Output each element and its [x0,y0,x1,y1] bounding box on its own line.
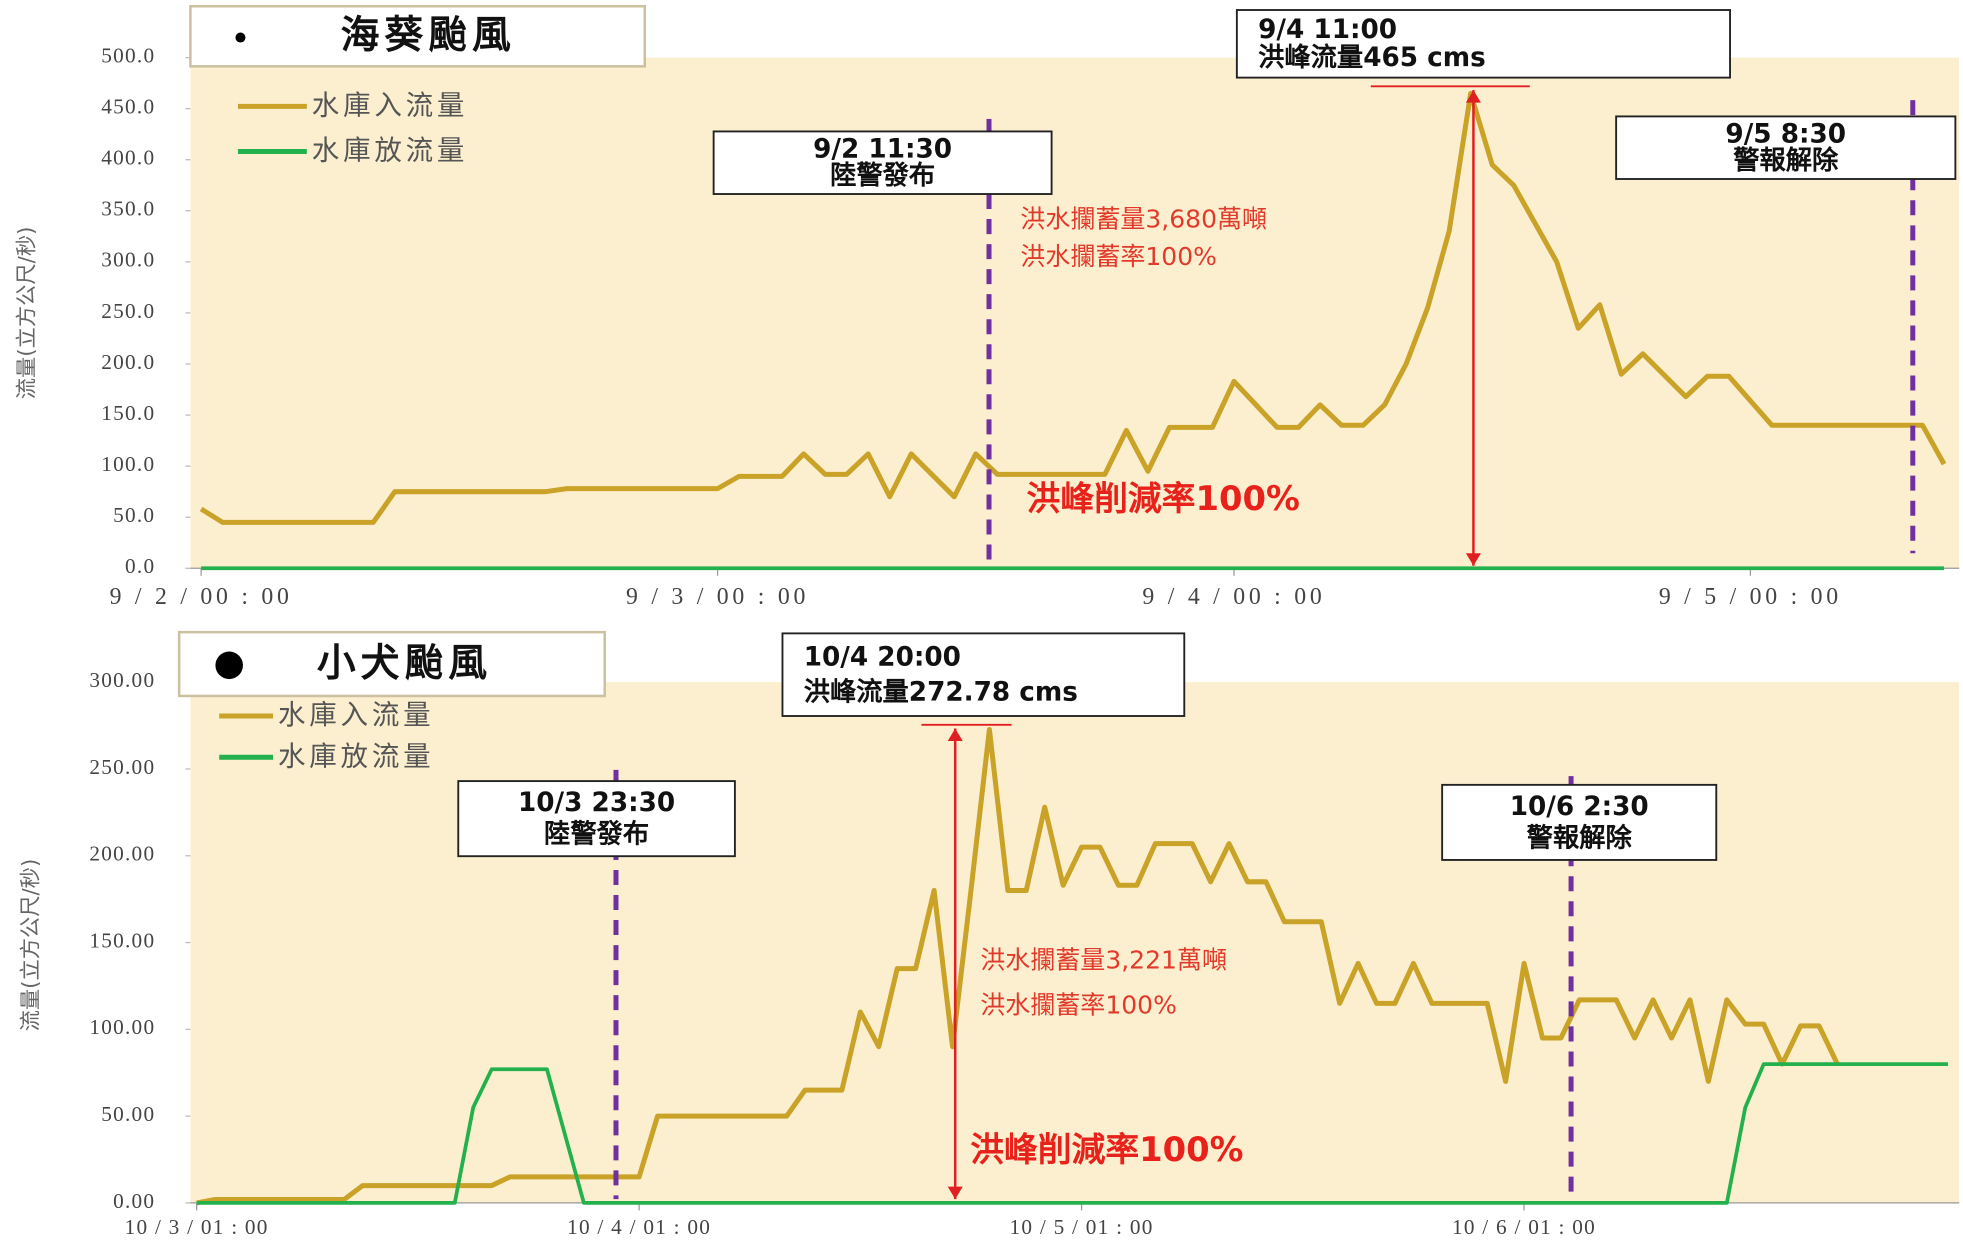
y-tick-label: 300.00 [89,668,155,692]
red-annotation: 洪水攔蓄量3,680萬噸 [1020,204,1267,233]
title-bullet [235,32,246,43]
y-tick-label: 0.00 [113,1189,155,1213]
title-box [177,630,606,698]
x-tick-label: 10 / 3 / 01 : 00 [125,1215,269,1239]
x-tick-label: 10 / 6 / 01 : 00 [1452,1215,1596,1239]
annotation-text: 陸警發布 [544,819,649,850]
annotation-text: 9/2 11:30 [813,135,952,165]
annotation-text: 洪峰流量272.78 cms [804,677,1078,707]
legend-label: 水庫放流量 [312,134,468,166]
red-annotation: 洪水攔蓄率100% [980,990,1177,1019]
title-bullet [215,651,243,680]
plot-area [190,682,1960,1203]
annotation-text: 陸警發布 [830,160,935,191]
x-tick-label: 10 / 4 / 01 : 00 [567,1215,711,1239]
y-tick-label: 100.00 [89,1015,155,1039]
y-tick-label: 200.00 [89,842,155,866]
y-tick-label: 150.00 [89,928,155,952]
y-tick-label: 50.0 [113,503,155,527]
title-box [189,5,647,68]
chart-title: 海葵颱風 [341,13,516,58]
annotation-box [781,632,1186,717]
red-annotation: 洪水攔蓄量3,221萬噸 [980,945,1227,974]
x-tick-label: 9 / 2 / 00 : 00 [110,584,293,610]
x-tick-label: 9 / 3 / 00 : 00 [626,584,809,610]
series-line [196,1062,1949,1205]
x-tick-label: 10 / 5 / 01 : 00 [1010,1215,1154,1239]
annotation-text: 10/4 20:00 [804,643,961,673]
annotation-text: 9/5 8:30 [1725,120,1846,150]
annotation-text: 10/3 23:30 [518,788,675,818]
y-tick-label: 50.00 [101,1102,155,1126]
annotation-text: 9/4 11:00 [1258,15,1397,45]
red-annotation: 洪水攔蓄率100% [1020,242,1217,271]
annotation-text: 警報解除 [1733,145,1839,176]
annotation-box [457,780,736,858]
y-tick-label: 200.0 [101,350,155,374]
y-axis-label: 流量(立方公尺/秒) [15,227,40,400]
y-tick-label: 300.0 [101,248,155,272]
annotation-text: 洪峰流量465 cms [1258,43,1486,73]
y-tick-label: 250.00 [89,755,155,779]
legend-label: 水庫入流量 [278,699,434,731]
chart-title: 小犬颱風 [317,641,492,686]
red-annotation: 洪峰削減率100% [1027,479,1300,518]
legend-label: 水庫入流量 [312,89,468,121]
x-tick-label: 9 / 4 / 00 : 00 [1142,584,1325,610]
y-tick-label: 400.0 [101,146,155,170]
red-annotation: 洪峰削減率100% [970,1130,1243,1169]
y-tick-label: 350.0 [101,197,155,221]
series-line [196,726,1840,1206]
y-tick-label: 100.0 [101,452,155,476]
x-tick-label: 9 / 5 / 00 : 00 [1659,584,1842,610]
annotation-box [712,130,1053,195]
y-tick-label: 450.0 [101,95,155,119]
annotation-box [1235,9,1731,79]
y-tick-label: 0.0 [125,554,155,578]
y-tick-label: 250.0 [101,299,155,323]
annotation-box [1441,783,1718,861]
series-line [199,90,1947,525]
legend-label: 水庫放流量 [278,740,434,772]
y-tick-label: 150.0 [101,401,155,425]
y-tick-label: 500.0 [101,43,155,67]
annotation-box [1615,115,1957,180]
y-axis-label: 流量(立方公尺/秒) [18,859,43,1032]
annotation-text: 10/6 2:30 [1510,792,1649,822]
annotation-text: 警報解除 [1527,822,1633,853]
